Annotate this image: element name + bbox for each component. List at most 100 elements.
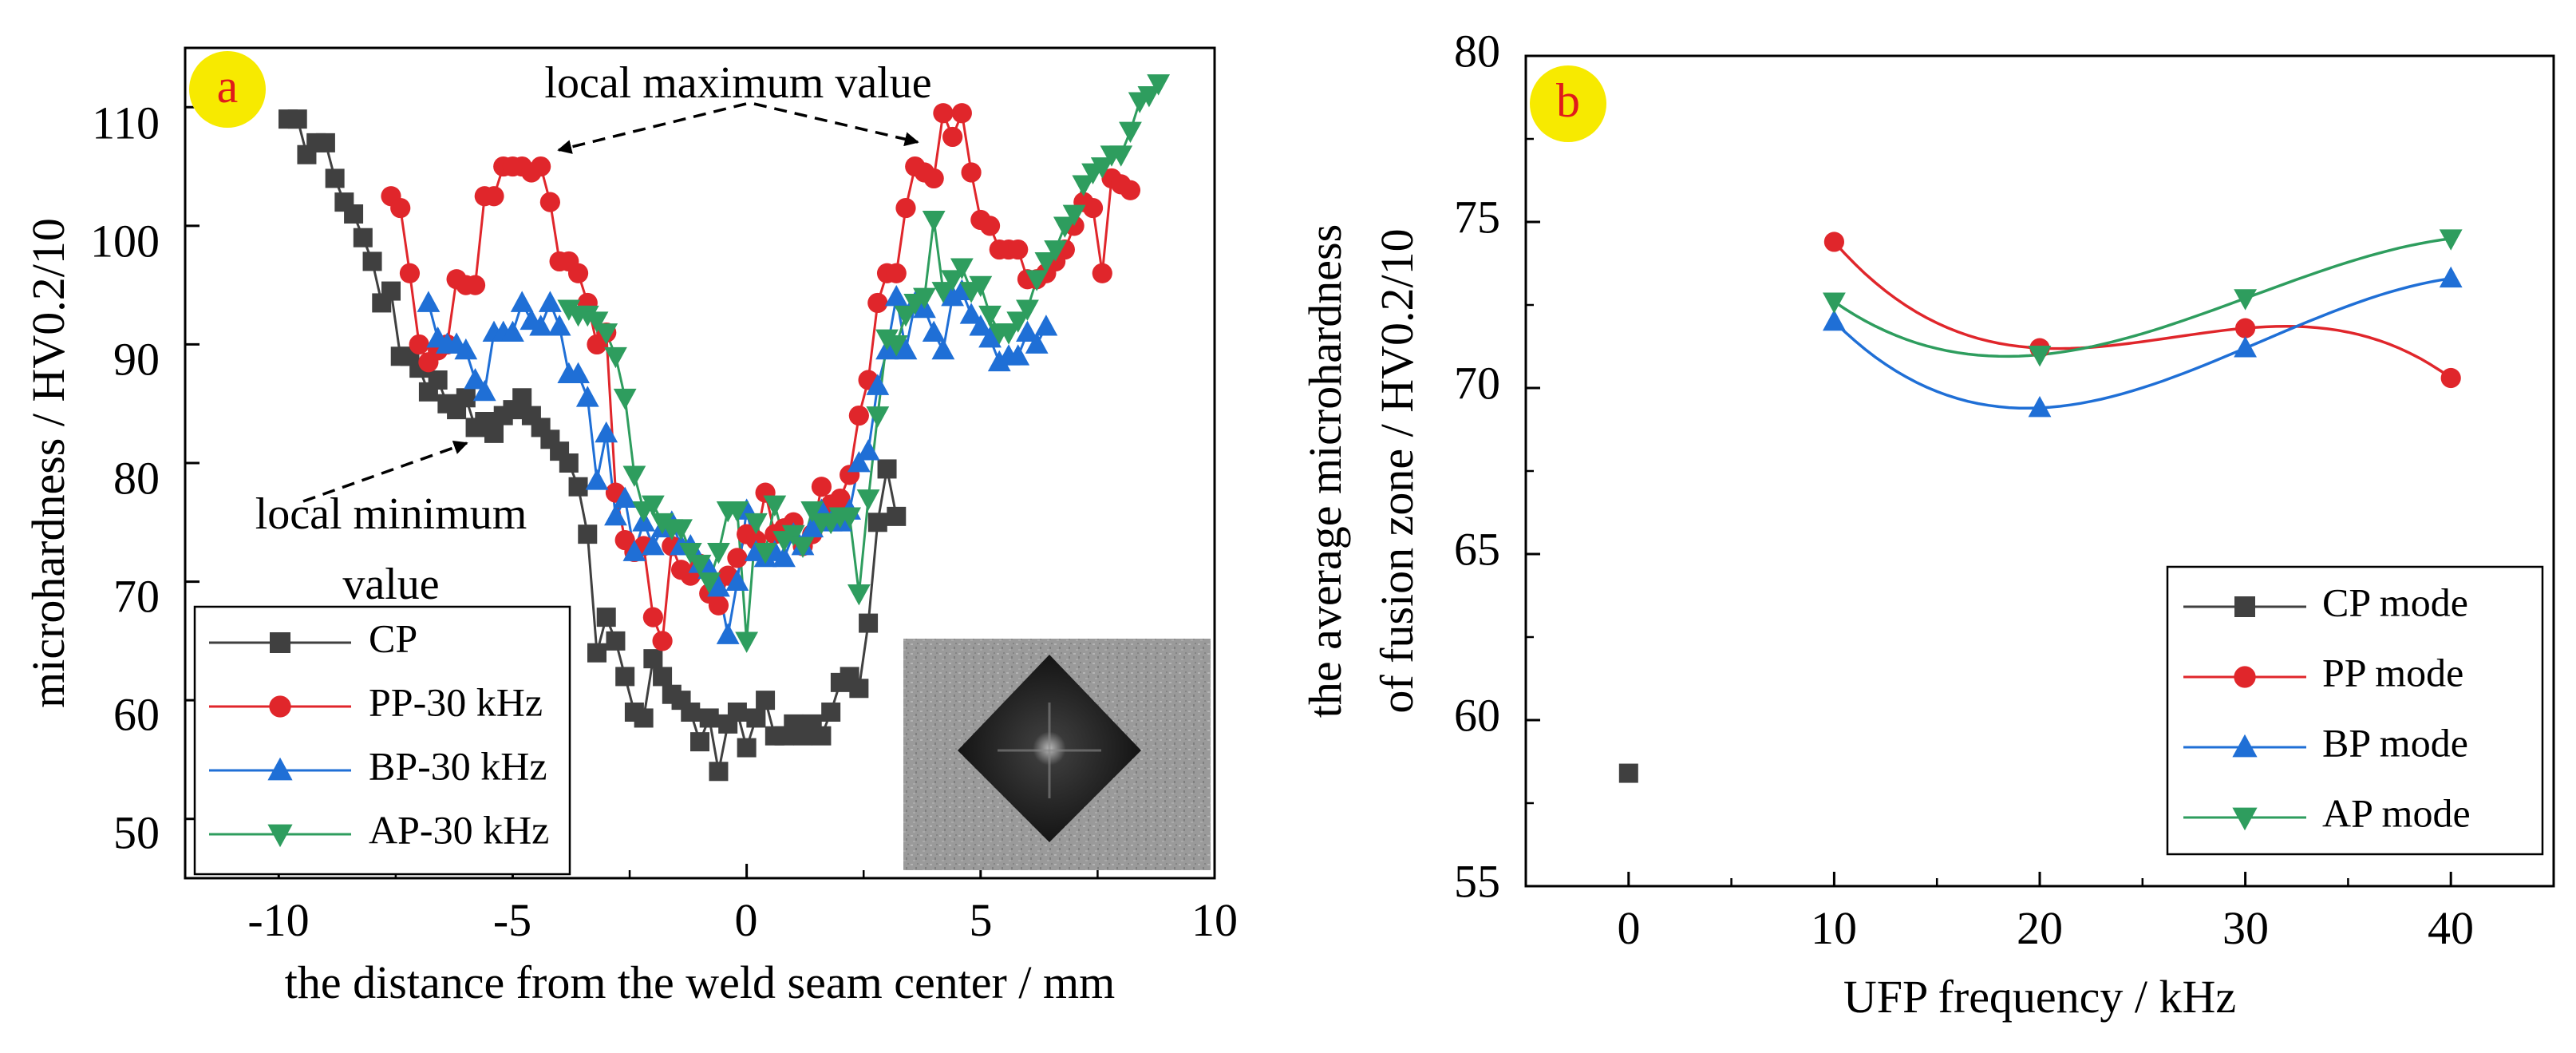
data-point-cp bbox=[381, 281, 401, 301]
data-point-cp bbox=[315, 133, 335, 152]
data-point-bp-30-khz bbox=[772, 545, 796, 568]
legend-label-pp-mode: PP mode bbox=[2322, 650, 2463, 695]
data-point-ap-30-khz bbox=[707, 543, 730, 564]
data-point-bp-30-khz bbox=[575, 386, 599, 407]
data-point-bp-30-khz bbox=[510, 291, 534, 312]
data-point-pp-30-khz bbox=[484, 186, 504, 207]
legend-label-ap-mode: AP mode bbox=[2322, 790, 2471, 835]
data-point-cp bbox=[887, 506, 907, 526]
data-point-cp bbox=[746, 708, 766, 728]
data-point-bp-30-khz bbox=[547, 315, 571, 336]
data-point-pp-30-khz bbox=[390, 197, 411, 219]
data-point-pp-30-khz bbox=[942, 126, 963, 148]
data-point-cp-mode bbox=[1618, 763, 1638, 783]
data-point-ap-30-khz bbox=[1053, 216, 1077, 238]
data-point-bp-mode bbox=[1823, 309, 1846, 331]
data-point-pp-30-khz bbox=[979, 216, 1001, 236]
data-point-cp bbox=[578, 525, 598, 544]
data-point-cp bbox=[587, 643, 606, 663]
chart-a-ytick-label: 110 bbox=[92, 97, 160, 148]
data-point-bp-30-khz bbox=[595, 421, 618, 443]
data-point-ap-30-khz bbox=[978, 305, 1002, 327]
legend-label-bp-mode: BP mode bbox=[2322, 720, 2468, 765]
data-point-ap-30-khz bbox=[575, 305, 599, 327]
data-point-cp bbox=[709, 762, 729, 782]
data-point-cp bbox=[849, 679, 869, 699]
data-point-bp-30-khz bbox=[622, 540, 646, 561]
data-point-cp bbox=[568, 477, 588, 497]
data-point-ap-30-khz bbox=[1034, 252, 1058, 274]
data-point-bp-30-khz bbox=[847, 451, 871, 473]
data-point-bp-30-khz bbox=[941, 285, 965, 307]
data-point-bp-30-khz bbox=[725, 569, 749, 591]
data-point-pp-mode bbox=[2440, 367, 2461, 389]
data-point-ap-30-khz bbox=[1137, 86, 1161, 108]
data-point-pp-30-khz bbox=[652, 631, 673, 651]
data-point-cp bbox=[699, 708, 719, 728]
data-point-bp-30-khz bbox=[538, 291, 562, 312]
data-point-ap-30-khz bbox=[931, 282, 955, 303]
legend-label-pp-30: PP-30 kHz bbox=[369, 679, 543, 724]
data-point-ap-30-khz bbox=[557, 299, 581, 321]
data-point-bp-30-khz bbox=[613, 486, 637, 508]
chart-a-xtick-label: 5 bbox=[970, 894, 993, 946]
data-point-ap-30-khz bbox=[922, 211, 946, 232]
data-point-bp-30-khz bbox=[969, 315, 993, 336]
data-point-cp bbox=[859, 613, 879, 633]
data-point-ap-30-khz bbox=[847, 584, 871, 606]
chart-b-xtick-label: 10 bbox=[1811, 902, 1857, 954]
legend-marker-bp-mode bbox=[2232, 734, 2258, 758]
chart-a-xtick-label: 0 bbox=[735, 894, 758, 946]
data-point-pp-30-khz bbox=[539, 192, 560, 212]
chart-a-markers bbox=[279, 74, 1171, 782]
data-point-cp bbox=[428, 370, 448, 390]
chart-a-ytick-label: 90 bbox=[113, 333, 160, 385]
data-point-pp-30-khz bbox=[895, 197, 916, 219]
data-point-ap-30-khz bbox=[913, 287, 936, 309]
data-point-bp-30-khz bbox=[987, 350, 1011, 372]
data-point-pp-mode bbox=[2235, 318, 2256, 338]
chart-a-badge-label: a bbox=[217, 60, 239, 113]
chart-b-xtick-label: 0 bbox=[1618, 902, 1641, 954]
data-point-pp-30-khz bbox=[1082, 197, 1104, 219]
annotation-min-arrow bbox=[302, 440, 468, 503]
data-point-bp-30-khz bbox=[716, 623, 740, 644]
data-point-ap-mode bbox=[2439, 229, 2463, 251]
data-point-ap-mode bbox=[2234, 289, 2257, 311]
annotation-local-maximum: local maximum value bbox=[544, 58, 931, 108]
data-point-cp bbox=[681, 703, 701, 722]
data-point-ap-30-khz bbox=[1072, 175, 1096, 196]
data-point-cp bbox=[559, 453, 579, 473]
annotation-max-arrow-right bbox=[753, 102, 919, 147]
data-point-bp-30-khz bbox=[529, 315, 553, 336]
chart-b-ytick-label: 60 bbox=[1454, 689, 1500, 741]
data-point-ap-30-khz bbox=[997, 323, 1021, 345]
chart-b-xtick-label: 40 bbox=[2428, 902, 2474, 954]
data-point-bp-30-khz bbox=[501, 320, 524, 342]
chart-b-ytick-label: 70 bbox=[1454, 357, 1500, 409]
data-point-ap-30-khz bbox=[613, 388, 637, 410]
data-point-ap-30-khz bbox=[800, 501, 824, 523]
data-point-pp-30-khz bbox=[1120, 180, 1141, 200]
legend-marker-cp bbox=[270, 632, 290, 653]
data-point-pp-30-khz bbox=[1008, 239, 1029, 260]
data-point-pp-30-khz bbox=[933, 103, 954, 124]
data-point-pp-30-khz bbox=[531, 156, 551, 177]
data-point-pp-30-khz bbox=[886, 263, 907, 283]
data-point-cp bbox=[690, 732, 709, 752]
data-point-ap-30-khz bbox=[735, 631, 759, 653]
data-point-cp bbox=[456, 388, 476, 408]
data-point-pp-30-khz bbox=[567, 263, 589, 283]
chart-a-ytick-label: 50 bbox=[113, 806, 160, 858]
data-point-cp bbox=[867, 513, 887, 532]
data-point-ap-30-khz bbox=[585, 311, 609, 333]
chart-a-xtick-label: -10 bbox=[247, 894, 309, 946]
data-point-cp bbox=[727, 703, 747, 722]
data-point-bp-30-khz bbox=[1016, 320, 1039, 342]
data-point-bp-30-khz bbox=[567, 362, 590, 383]
data-point-ap-30-khz bbox=[1044, 240, 1068, 262]
data-point-bp-30-khz bbox=[464, 368, 487, 390]
data-point-ap-30-khz bbox=[725, 501, 749, 523]
legend-marker-pp-30-khz bbox=[269, 695, 291, 718]
